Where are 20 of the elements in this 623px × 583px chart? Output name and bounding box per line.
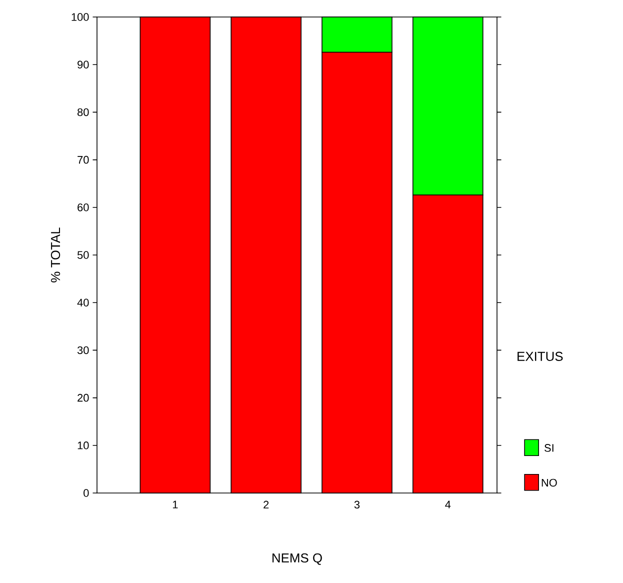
legend-title: EXITUS	[518, 352, 563, 361]
y-tick-label: 80	[78, 108, 89, 116]
y-tick-label: 50	[77, 251, 89, 259]
y-tick-label: 10	[78, 442, 89, 450]
legend-label: SI	[544, 444, 554, 452]
y-tick-label: 70	[78, 156, 89, 164]
y-tick-label: 40	[77, 298, 89, 306]
y-tick-label: 60	[78, 204, 89, 212]
x-tick-label: 1	[172, 500, 178, 508]
y-tick-label: 100	[72, 13, 89, 21]
x-tick-label: 2	[264, 500, 269, 508]
x-tick-label: 4	[445, 500, 451, 508]
y-tick-label: 20	[78, 394, 89, 402]
legend-label: NO	[542, 478, 557, 487]
x-tick-label: 3	[354, 500, 360, 509]
y-tick-label: 0	[84, 489, 89, 497]
x-axis-title: NEMS Q	[272, 553, 322, 565]
y-tick-label: 90	[78, 60, 89, 68]
y-tick-label: 30	[77, 346, 89, 354]
y-axis-title: % TOTAL	[50, 228, 60, 282]
